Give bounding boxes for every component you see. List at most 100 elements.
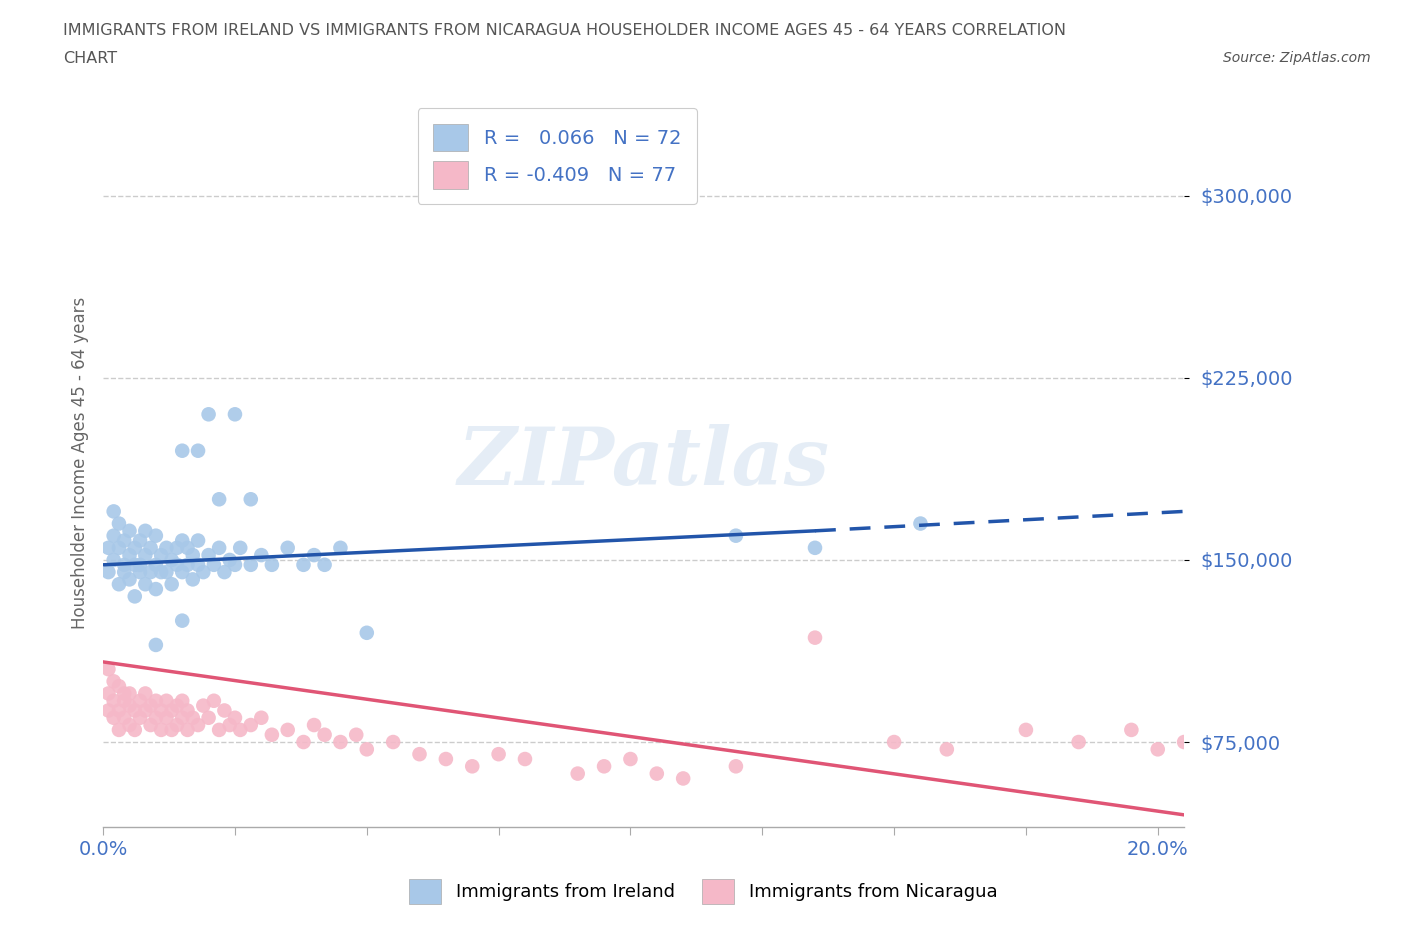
Point [139, 540, 162, 555]
Point [302, 718, 325, 733]
Point [108, 577, 131, 591]
Point [356, 742, 378, 757]
Point [134, 524, 156, 538]
Point [150, 565, 173, 579]
Point [155, 694, 177, 709]
Point [103, 528, 125, 543]
Point [176, 540, 198, 555]
Point [172, 711, 194, 725]
Point [239, 718, 262, 733]
Point [112, 557, 135, 572]
Point [181, 548, 204, 563]
Point [193, 698, 215, 713]
Point [292, 557, 315, 572]
Point [910, 516, 932, 531]
Point [187, 718, 209, 733]
Point [292, 735, 315, 750]
Point [124, 723, 146, 737]
Point [197, 711, 219, 725]
Point [1015, 723, 1038, 737]
Point [97, 540, 120, 555]
Point [112, 694, 135, 709]
Point [155, 540, 177, 555]
Point [108, 703, 131, 718]
Point [145, 711, 167, 725]
Point [118, 524, 141, 538]
Point [197, 406, 219, 421]
Point [434, 751, 457, 766]
Point [134, 686, 156, 701]
Point [103, 552, 125, 567]
Text: Source: ZipAtlas.com: Source: ZipAtlas.com [1223, 51, 1371, 65]
Point [139, 718, 162, 733]
Point [112, 565, 135, 579]
Point [214, 703, 236, 718]
Point [356, 625, 378, 640]
Point [160, 723, 183, 737]
Point [145, 581, 167, 596]
Point [1121, 723, 1143, 737]
Point [645, 766, 668, 781]
Point [250, 548, 273, 563]
Point [118, 548, 141, 563]
Point [214, 565, 236, 579]
Point [197, 548, 219, 563]
Point [329, 540, 352, 555]
Point [193, 565, 215, 579]
Point [593, 759, 616, 774]
Point [314, 557, 336, 572]
Point [166, 557, 188, 572]
Point [202, 557, 225, 572]
Point [166, 540, 188, 555]
Point [166, 718, 188, 733]
Point [208, 723, 231, 737]
Point [181, 711, 204, 725]
Point [145, 528, 167, 543]
Point [97, 662, 120, 677]
Point [118, 698, 141, 713]
Point [488, 747, 510, 762]
Point [160, 577, 183, 591]
Point [134, 577, 156, 591]
Point [224, 406, 246, 421]
Point [150, 548, 173, 563]
Point [124, 540, 146, 555]
Point [302, 548, 325, 563]
Point [277, 723, 299, 737]
Point [935, 742, 957, 757]
Point [139, 698, 162, 713]
Point [344, 727, 367, 742]
Point [408, 747, 430, 762]
Point [145, 637, 167, 652]
Point [118, 572, 141, 587]
Point [155, 565, 177, 579]
Point [172, 444, 194, 458]
Point [118, 718, 141, 733]
Point [108, 679, 131, 694]
Point [277, 540, 299, 555]
Point [229, 540, 252, 555]
Point [108, 516, 131, 531]
Point [218, 552, 240, 567]
Point [129, 533, 152, 548]
Point [382, 735, 405, 750]
Point [172, 613, 194, 628]
Point [166, 698, 188, 713]
Point [118, 686, 141, 701]
Point [239, 492, 262, 507]
Point [224, 557, 246, 572]
Point [97, 703, 120, 718]
Point [208, 540, 231, 555]
Point [1146, 742, 1168, 757]
Point [202, 694, 225, 709]
Point [513, 751, 536, 766]
Point [112, 686, 135, 701]
Point [160, 703, 183, 718]
Point [103, 694, 125, 709]
Point [129, 711, 152, 725]
Point [150, 723, 173, 737]
Point [176, 703, 198, 718]
Point [124, 703, 146, 718]
Point [229, 723, 252, 737]
Point [176, 557, 198, 572]
